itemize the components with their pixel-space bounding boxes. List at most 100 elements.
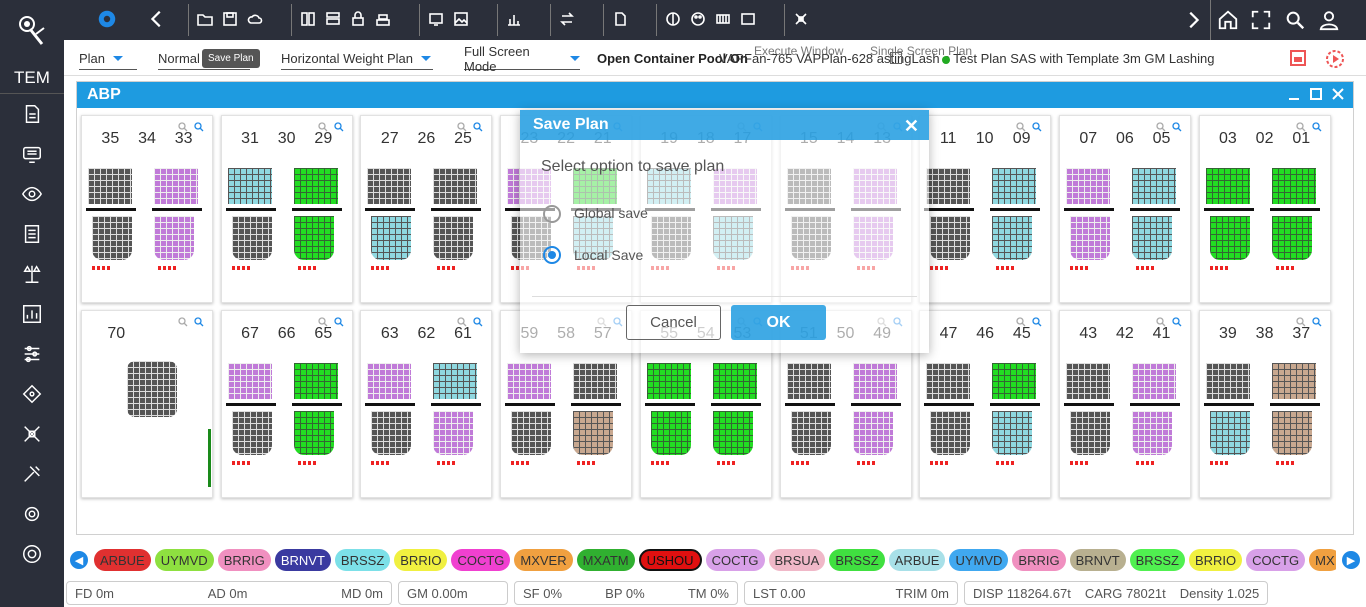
port-chip[interactable]: UYMVD (949, 549, 1009, 571)
zoom-out-icon[interactable] (1295, 315, 1306, 330)
zoom-out-icon[interactable] (457, 120, 467, 135)
zoom-in-icon[interactable] (334, 315, 344, 330)
zoom-in-icon[interactable] (1172, 120, 1182, 135)
close-icon[interactable]: ✕ (903, 116, 919, 136)
maximize-icon[interactable] (1309, 86, 1323, 105)
monitor-icon[interactable] (428, 11, 444, 30)
bay-card[interactable]: 43 42 41 (1058, 310, 1191, 498)
zoom-in-icon[interactable] (1032, 315, 1042, 330)
settings-nav-icon[interactable] (0, 494, 64, 534)
local-save-radio[interactable] (543, 246, 561, 264)
zoom-out-icon[interactable] (1156, 120, 1166, 135)
checklist-nav-icon[interactable] (0, 214, 64, 254)
port-chip[interactable]: BRSSZ (334, 549, 391, 571)
cross-nav-icon[interactable] (0, 414, 64, 454)
zoom-out-icon[interactable] (1016, 315, 1026, 330)
save-icon[interactable] (222, 11, 238, 30)
rows-icon[interactable] (325, 11, 341, 30)
home-icon[interactable] (1210, 0, 1244, 40)
scale-nav-icon[interactable] (0, 254, 64, 294)
zoom-in-icon[interactable] (334, 120, 344, 135)
scroll-right-icon[interactable]: ▶ (1342, 551, 1360, 569)
port-chip[interactable]: ARBUE (888, 549, 946, 571)
columns-icon[interactable] (300, 11, 316, 30)
bay-card[interactable]: 07 06 05 (1058, 115, 1191, 303)
port-chip[interactable]: COCTG (705, 549, 765, 571)
diamond-nav-icon[interactable] (0, 374, 64, 414)
minimize-icon[interactable] (1287, 86, 1301, 105)
gear-icon[interactable] (96, 8, 118, 33)
port-chip[interactable]: BRSSZ (829, 549, 885, 571)
zoom-out-icon[interactable] (457, 315, 467, 330)
document-icon[interactable] (612, 11, 628, 30)
bay-card[interactable]: 11 10 09 (919, 115, 1052, 303)
bay-card[interactable]: 47 46 45 (919, 310, 1052, 498)
port-chip[interactable]: BRRIG (1012, 549, 1066, 571)
help-nav-icon[interactable] (0, 534, 64, 574)
port-chip[interactable]: BRRIO (1188, 549, 1243, 571)
cloud-save-icon[interactable] (247, 11, 263, 30)
cancel-button[interactable]: Cancel (626, 305, 721, 340)
port-chip[interactable]: USHOU (638, 549, 702, 571)
swap-icon[interactable] (559, 11, 575, 30)
close-icon[interactable] (1331, 86, 1345, 105)
document-nav-icon[interactable] (0, 94, 64, 134)
zoom-in-icon[interactable] (473, 120, 483, 135)
port-chip[interactable]: COCTG (451, 549, 511, 571)
zoom-out-icon[interactable] (318, 120, 328, 135)
zoom-in-icon[interactable] (1311, 315, 1322, 330)
zoom-out-icon[interactable] (1295, 120, 1306, 135)
port-chip[interactable]: UYMVD (154, 549, 214, 571)
port-chip[interactable]: BRRIO (394, 549, 448, 571)
port-chip[interactable]: MXVER (514, 549, 573, 571)
port-chip[interactable]: MXATM (576, 549, 635, 571)
bay-card[interactable]: 67 66 65 (220, 310, 353, 498)
sliders-nav-icon[interactable] (0, 334, 64, 374)
stack-icon[interactable] (375, 11, 391, 30)
checkbox[interactable] (890, 52, 902, 64)
port-chip[interactable]: MX (1309, 549, 1337, 571)
global-save-radio[interactable] (543, 205, 561, 223)
zoom-in-icon[interactable] (1172, 315, 1182, 330)
zoom-out-icon[interactable] (178, 120, 188, 135)
port-chip[interactable]: BRSUA (768, 549, 826, 571)
half-circle-icon[interactable] (665, 11, 681, 30)
bay-card[interactable]: 27 26 25 (360, 115, 493, 303)
bay-card[interactable]: 70 (81, 310, 213, 498)
search-icon[interactable] (1278, 9, 1312, 31)
fullscreen-dropdown[interactable]: Full Screen Mode (464, 44, 580, 74)
plan-dropdown[interactable]: Plan (79, 48, 137, 70)
forward-arrow-icon[interactable] (1176, 9, 1210, 31)
normal-dropdown[interactable]: Normal (158, 48, 250, 70)
bay-card[interactable]: 39 38 37 (1198, 310, 1331, 498)
port-chip[interactable]: BRNVT (1069, 549, 1126, 571)
zoom-out-icon[interactable] (178, 315, 188, 330)
ok-button[interactable]: OK (731, 305, 826, 340)
zoom-in-icon[interactable] (1032, 120, 1042, 135)
container-icon[interactable] (715, 11, 731, 30)
3d-icon[interactable] (740, 11, 756, 30)
bay-card[interactable]: 31 30 29 (220, 115, 353, 303)
scroll-left-icon[interactable]: ◀ (70, 551, 88, 569)
port-chip[interactable]: BRRIG (217, 549, 271, 571)
crane-icon[interactable] (793, 11, 809, 30)
monitor-nav-icon[interactable] (0, 134, 64, 174)
bay-card[interactable]: 35 34 33 (81, 115, 213, 303)
port-chip[interactable]: BRSSZ (1129, 549, 1185, 571)
container-pool-toggle[interactable]: Open Container Pool On (597, 51, 748, 66)
zoom-in-icon[interactable] (1311, 120, 1322, 135)
bar-chart-icon[interactable] (506, 11, 522, 30)
zoom-in-icon[interactable] (473, 315, 483, 330)
user-icon[interactable] (1312, 9, 1346, 31)
open-folder-icon[interactable] (197, 11, 213, 30)
bay-card[interactable]: 03 02 01 (1198, 115, 1331, 303)
image-icon[interactable] (453, 11, 469, 30)
tools-nav-icon[interactable] (0, 454, 64, 494)
port-chip[interactable]: ARBUE (93, 549, 151, 571)
pdf-icon[interactable] (1288, 48, 1308, 71)
chart-nav-icon[interactable] (0, 294, 64, 334)
palette-icon[interactable] (690, 11, 706, 30)
bay-card[interactable]: 63 62 61 (360, 310, 493, 498)
zoom-out-icon[interactable] (318, 315, 328, 330)
weight-plan-dropdown[interactable]: Horizontal Weight Plan (281, 48, 433, 70)
